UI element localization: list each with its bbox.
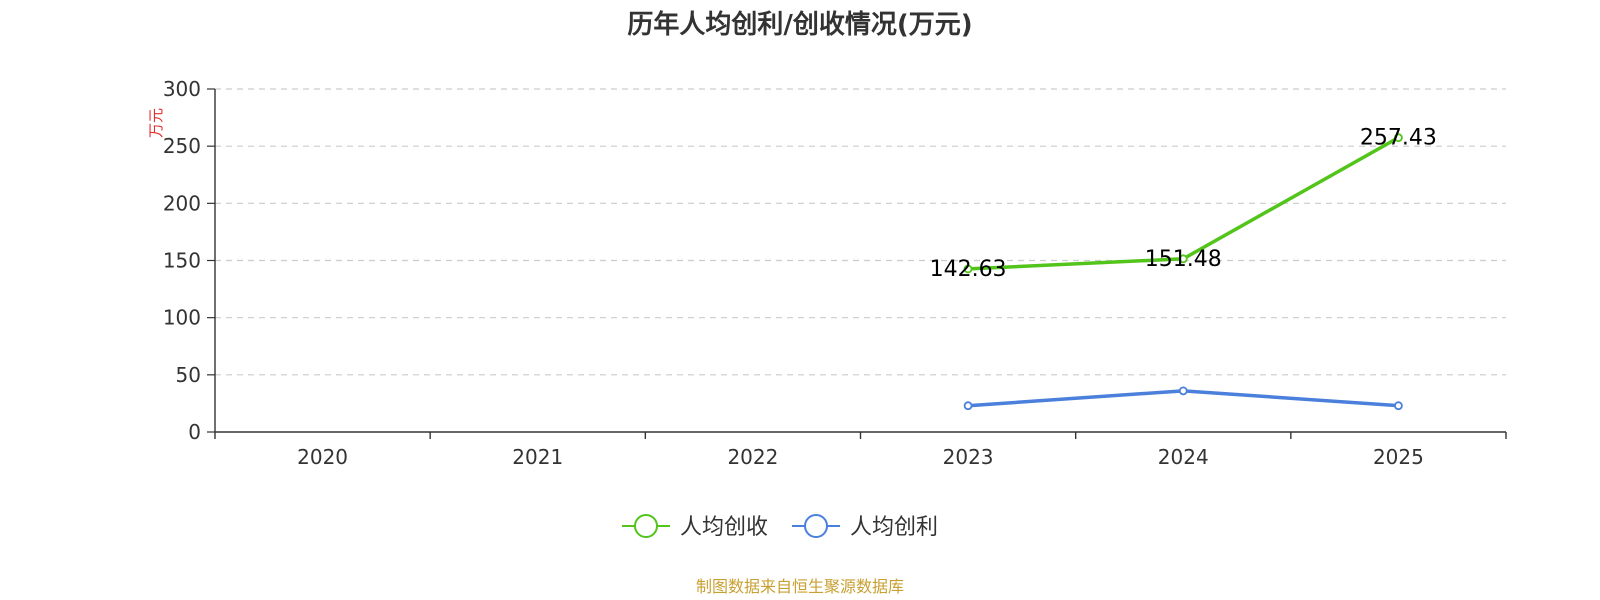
- chart-title: 历年人均创利/创收情况(万元): [627, 9, 972, 40]
- legend-label: 人均创利: [850, 515, 938, 540]
- legend-label: 人均创收: [680, 515, 768, 540]
- y-tick-label: 150: [163, 249, 201, 273]
- x-tick-label: 2022: [727, 445, 778, 469]
- source-footer: 制图数据来自恒生聚源数据库: [696, 577, 904, 596]
- x-tick-label: 2021: [512, 445, 563, 469]
- data-point: [963, 401, 973, 411]
- y-tick-label: 250: [163, 134, 201, 158]
- y-tick-label: 100: [163, 306, 201, 330]
- legend-marker: [634, 514, 658, 538]
- series-lines: [963, 133, 1403, 411]
- legend-item: 人均创利: [792, 514, 938, 540]
- y-axis-label: 万元: [147, 108, 165, 138]
- x-tick-label: 2024: [1158, 445, 1209, 469]
- data-label: 142.63: [930, 257, 1007, 282]
- data-point: [1178, 386, 1188, 396]
- legend-marker: [804, 514, 829, 538]
- x-tick-label: 2025: [1373, 445, 1424, 469]
- data-labels: 142.63 151.48 257.43: [930, 126, 1437, 282]
- data-label: 257.43: [1360, 126, 1437, 151]
- y-tick-label: 50: [176, 363, 201, 387]
- y-tick-label: 200: [163, 191, 201, 215]
- data-point: [1394, 401, 1403, 411]
- data-label: 151.48: [1145, 247, 1222, 272]
- grid-lines: [215, 88, 1506, 376]
- x-tick-label: 2023: [943, 445, 994, 469]
- data-point: [1178, 254, 1188, 264]
- legend-item: 人均创收: [622, 514, 768, 540]
- y-tick-label: 300: [163, 77, 201, 101]
- legend: 人均创收 人均创利: [622, 514, 938, 540]
- y-tick-label: 0: [188, 420, 201, 444]
- data-point: [1394, 133, 1403, 143]
- data-point: [963, 264, 973, 274]
- axes: 0 50 100 150 200 250 300 2020 2021 2022 2023 2024 20…: [163, 77, 1507, 469]
- x-tick-label: 2020: [297, 445, 348, 469]
